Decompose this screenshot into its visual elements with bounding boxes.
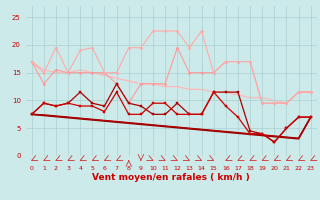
X-axis label: Vent moyen/en rafales ( km/h ): Vent moyen/en rafales ( km/h ): [92, 174, 250, 183]
